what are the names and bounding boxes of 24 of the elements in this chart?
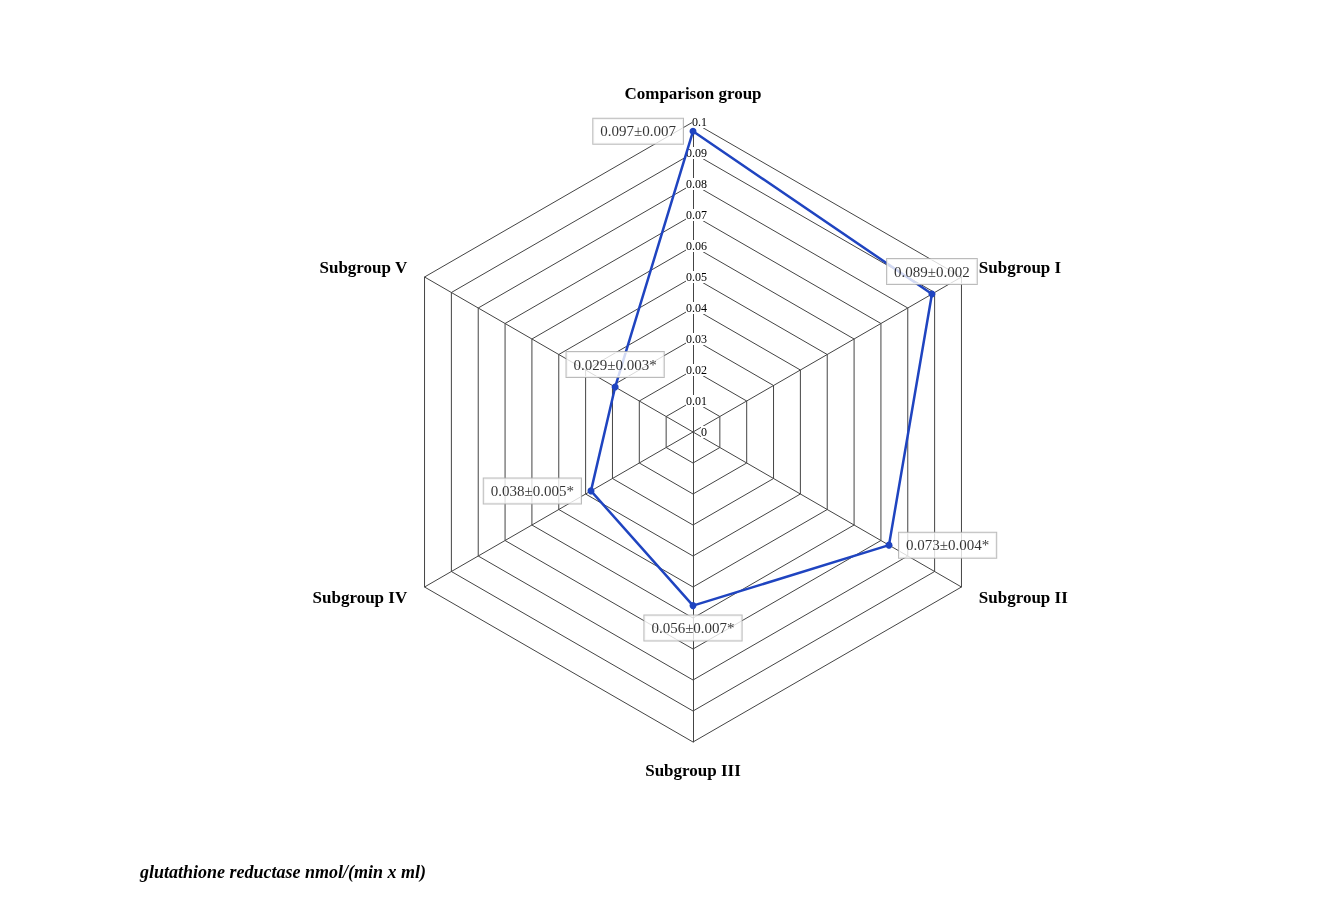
- spoke-label: Subgroup I: [978, 257, 1062, 277]
- spoke-label: Subgroup IV: [312, 587, 408, 607]
- data-label: 0.038±0.005*: [490, 482, 574, 499]
- spoke-label: Comparison group: [624, 84, 762, 103]
- spoke-label: Subgroup V: [319, 257, 408, 277]
- spoke-label: Subgroup II: [978, 587, 1069, 607]
- y-tick-label: 0.05: [686, 270, 707, 284]
- data-label: 0.056±0.007*: [651, 620, 735, 637]
- y-tick-label: 0.07: [686, 208, 707, 222]
- spoke-label: Subgroup III: [645, 761, 742, 780]
- data-label: 0.089±0.002: [894, 263, 970, 280]
- text: glutathione reductase nmol/(min x ml): [139, 862, 427, 883]
- y-tick-label: 0.09: [686, 146, 707, 160]
- data-label: 0.029±0.003*: [573, 356, 657, 373]
- y-tick-label: 0.06: [686, 239, 707, 253]
- y-tick-label: 0: [701, 425, 707, 439]
- y-tick-label: 0.08: [686, 177, 707, 191]
- y-tick-label: 0.02: [686, 363, 707, 377]
- y-tick-label: 0.01: [686, 394, 707, 408]
- y-tick-label: 0.03: [686, 332, 707, 346]
- y-tick-label: 0.1: [692, 115, 707, 129]
- data-label: 0.097±0.007: [600, 123, 677, 140]
- data-label: 0.073±0.004*: [905, 537, 990, 554]
- y-tick-label: 0.04: [686, 301, 707, 315]
